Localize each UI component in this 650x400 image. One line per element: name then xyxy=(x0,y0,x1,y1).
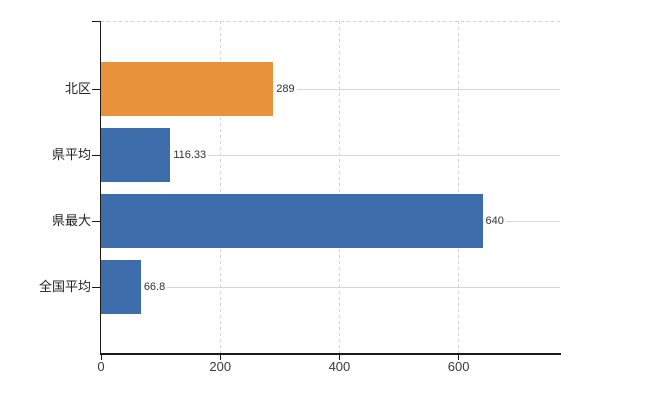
plot-top-border xyxy=(101,21,560,22)
bar-3 xyxy=(101,194,483,248)
category-label: 県最大 xyxy=(51,213,91,228)
category-gridline xyxy=(101,286,560,288)
x-tick-label: 0 xyxy=(97,359,105,374)
y-axis-tick xyxy=(92,21,100,22)
x-gridline xyxy=(219,21,221,354)
x-axis-tick xyxy=(338,354,340,360)
x-axis-line xyxy=(99,353,561,355)
bar-1 xyxy=(101,62,274,116)
x-gridline xyxy=(458,21,460,354)
category-label: 北区 xyxy=(64,81,91,96)
x-axis-tick xyxy=(100,354,102,360)
category-gridline xyxy=(101,88,560,90)
y-axis-line xyxy=(99,21,101,354)
y-axis-tick xyxy=(92,155,100,156)
x-axis-tick xyxy=(219,354,221,360)
x-tick-label: 200 xyxy=(209,359,232,374)
y-axis-tick xyxy=(92,287,100,288)
x-tick-label: 400 xyxy=(328,359,351,374)
x-tick-label: 600 xyxy=(447,359,470,374)
y-axis-tick xyxy=(92,89,100,90)
bar-4 xyxy=(101,260,141,314)
category-label: 県平均 xyxy=(51,147,91,162)
y-axis-tick xyxy=(92,221,100,222)
bar-value-label: 289 xyxy=(273,82,297,96)
category-gridline xyxy=(101,154,560,156)
bar-value-label: 66.8 xyxy=(140,280,168,294)
x-gridline xyxy=(338,21,340,354)
bar-value-label: 116.33 xyxy=(170,148,209,162)
bar-value-label: 640 xyxy=(482,214,506,228)
category-label: 全国平均 xyxy=(38,279,91,294)
x-axis-tick xyxy=(458,354,460,360)
bar-2 xyxy=(101,128,171,182)
